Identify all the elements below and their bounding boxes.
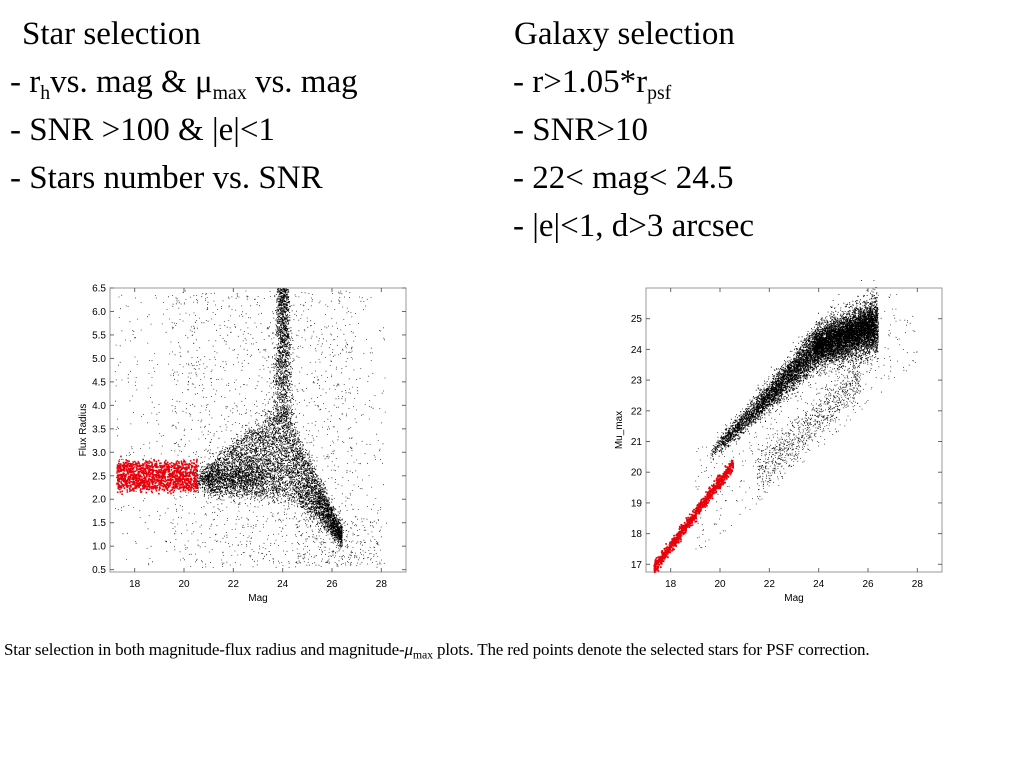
vs-mag-text: vs. mag &: [50, 64, 195, 100]
field-points-series: [114, 288, 387, 568]
x-tick-label: 28: [912, 579, 924, 590]
y-tick-label: 2.0: [92, 495, 106, 506]
y-tick-label: 1.5: [92, 518, 106, 529]
x-tick-label: 28: [376, 579, 388, 590]
y-tick-label: 6.0: [92, 307, 106, 318]
galaxy-criterion-radius: - r>1.05*rpsf: [513, 58, 754, 106]
figure-caption: Star selection in both magnitude-flux ra…: [4, 640, 1022, 662]
y-tick-label: 4.5: [92, 377, 106, 388]
galaxy-selection-title: Galaxy selection: [514, 16, 735, 52]
y-tick-label: 4.0: [92, 401, 106, 412]
star-criterion-number: - Stars number vs. SNR: [10, 160, 323, 196]
caption-mu-symbol: μ: [404, 640, 413, 659]
x-tick-label: 26: [326, 579, 338, 590]
psf-subscript: psf: [647, 81, 672, 104]
mu-symbol: μ: [194, 64, 213, 100]
caption-text-before: Star selection in both magnitude-flux ra…: [4, 640, 405, 659]
y-tick-label: 22: [631, 406, 643, 417]
y-tick-label: 21: [631, 437, 643, 448]
x-tick-label: 22: [764, 579, 776, 590]
caption-mu-subscript: max: [412, 647, 433, 662]
galaxy-criterion-mag: - 22< mag< 24.5: [513, 160, 734, 196]
galaxy-selection-block: Galaxy selection - r>1.05*rpsf - SNR>10 …: [513, 10, 754, 250]
y-tick-label: 24: [631, 345, 643, 356]
vs-mag-tail: vs. mag: [246, 64, 358, 100]
x-axis-label: Mag: [248, 593, 267, 604]
x-tick-label: 24: [813, 579, 825, 590]
y-tick-label: 3.0: [92, 448, 106, 459]
y-tick-label: 6.5: [92, 284, 106, 295]
x-tick-label: 22: [228, 579, 240, 590]
galaxy-criterion-snr: - SNR>10: [513, 112, 649, 148]
selected-stars-series: [653, 459, 734, 573]
y-axis-label: Flux Radius: [78, 404, 89, 457]
x-tick-label: 24: [277, 579, 289, 590]
y-tick-label: 18: [631, 529, 643, 540]
x-tick-label: 26: [862, 579, 874, 590]
x-tick-label: 18: [129, 579, 141, 590]
r-prefix: - r: [10, 64, 41, 100]
y-tick-label: 20: [631, 468, 643, 479]
caption-text-after: plots. The red points denote the selecte…: [432, 640, 870, 659]
plot-frame: [645, 287, 943, 573]
star-criterion-snr: - SNR >100 & |e|<1: [10, 112, 275, 148]
x-tick-label: 20: [178, 579, 190, 590]
y-tick-label: 19: [631, 498, 643, 509]
y-tick-label: 5.5: [92, 330, 106, 341]
y-tick-label: 2.5: [92, 471, 106, 482]
x-axis-label: Mag: [784, 593, 803, 604]
y-tick-label: 25: [631, 314, 643, 325]
star-selection-title: Star selection: [22, 16, 201, 52]
y-axis-label: Mu_max: [614, 411, 625, 449]
galaxy-criterion-ellipticity: - |e|<1, d>3 arcsec: [513, 208, 754, 244]
mu-subscript: max: [212, 81, 247, 104]
flux-radius-vs-mag-plot: 18 20 22 24 26 28 0.5 1.0 1.5 2.0 2.5 3.0 3.5 4.0 4.5 5…: [78, 284, 407, 604]
mu-max-vs-mag-plot: 18 20 22 24 26 28 17 18 19 20 21 22 23 24 25 Mag Mu_max: [614, 280, 943, 604]
y-tick-label: 3.5: [92, 424, 106, 435]
star-criterion-radius-mu: - rhvs. mag & μmax vs. mag: [10, 58, 358, 106]
x-tick-label: 18: [665, 579, 677, 590]
y-tick-label: 17: [631, 560, 643, 571]
y-tick-label: 1.0: [92, 542, 106, 553]
y-tick-label: 23: [631, 376, 643, 387]
star-selection-block: Star selection - rhvs. mag & μmax vs. ma…: [10, 10, 358, 202]
radius-prefix: - r>1.05*r: [513, 64, 648, 100]
x-tick-label: 20: [714, 579, 726, 590]
y-tick-label: 5.0: [92, 354, 106, 365]
selected-stars-series: [116, 455, 198, 495]
plot-frame: [109, 287, 407, 573]
r-subscript: h: [40, 81, 51, 104]
y-tick-label: 0.5: [92, 565, 106, 576]
